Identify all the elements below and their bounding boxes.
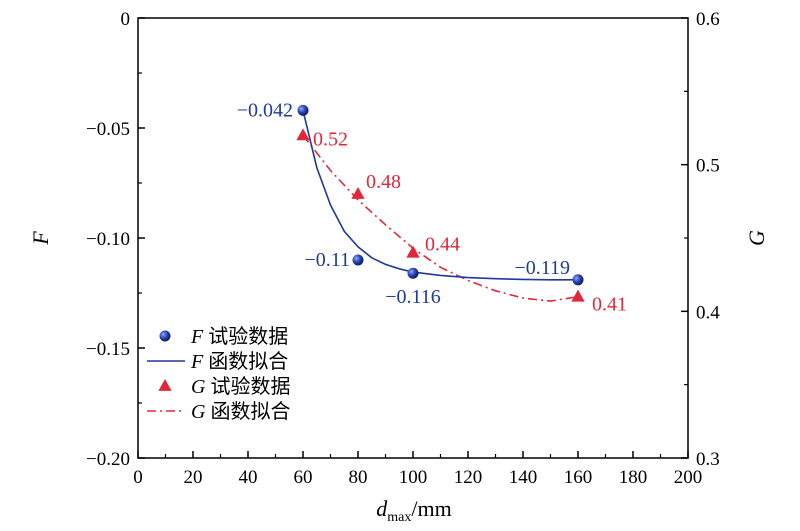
ticks: 0 20 40 60 80 100 120 140 160 180 200 0 −0.05 −0.10 −0… [86, 9, 720, 488]
g-data-point [296, 128, 310, 141]
y-right-tick-label: 0.3 [696, 449, 720, 470]
legend-entry-label: F 试验数据 [190, 325, 288, 348]
legend-entry-symbol: F [190, 326, 208, 348]
x-tick-label: 100 [399, 467, 428, 488]
y-left-tick-label: −0.10 [86, 229, 130, 250]
g-data-point [571, 289, 585, 302]
f-data-label: −0.116 [385, 286, 441, 308]
x-tick-label: 120 [454, 467, 483, 488]
f-data-point [407, 267, 419, 279]
y-left-tick-label: 0 [121, 9, 131, 30]
y-left-tick-label: −0.15 [86, 339, 130, 360]
x-tick-label: 160 [564, 467, 593, 488]
legend-entry-label: G 函数拟合 [191, 400, 290, 423]
legend-entry-text: 试验数据 [208, 325, 288, 348]
data-labels: −0.042 −0.11 −0.116 −0.119 0.52 0.48 0.44 0.41 [237, 99, 627, 315]
g-data-point [351, 187, 365, 199]
y-right-axis-title: G [744, 230, 769, 246]
legend-entry-text: 试验数据 [210, 375, 290, 398]
legend-g-marker [158, 379, 172, 391]
plot-area [296, 104, 585, 302]
legend-entry-label: G 试验数据 [191, 375, 290, 398]
g-data-label: 0.41 [592, 294, 627, 316]
g-data-point [406, 245, 420, 258]
f-data-point [352, 254, 364, 266]
f-data-label: −0.11 [304, 249, 350, 271]
f-data-label: −0.042 [237, 99, 293, 121]
legend-entry-symbol: G [191, 376, 210, 398]
y-right-tick-label: 0.6 [696, 9, 720, 30]
legend-f-marker [159, 330, 171, 342]
legend-entry-label: F 函数拟合 [190, 350, 288, 373]
x-axis-title-subscript: max [387, 510, 411, 525]
y-left-tick-label: −0.20 [86, 449, 130, 470]
x-tick-label: 40 [239, 467, 258, 488]
x-axis-title-unit: /mm [411, 496, 451, 521]
x-axis-title-main: d [376, 496, 388, 521]
g-data-label: 0.52 [313, 128, 348, 150]
f-fit-line [302, 110, 578, 281]
legend-entry-text: 函数拟合 [210, 400, 290, 423]
y-right-tick-label: 0.4 [696, 302, 720, 323]
legend-entry-text: 函数拟合 [208, 350, 288, 373]
x-tick-label: 0 [133, 467, 143, 488]
x-tick-label: 200 [674, 467, 703, 488]
legend-entry-symbol: G [191, 401, 210, 423]
g-data-label: 0.44 [425, 234, 460, 256]
y-right-tick-label: 0.5 [696, 156, 720, 177]
x-axis-title: dmax/mm [376, 496, 451, 525]
g-data-label: 0.48 [366, 171, 401, 193]
legend-entry-symbol: F [190, 351, 208, 373]
y-left-tick-label: −0.05 [86, 119, 130, 140]
g-fit-line [302, 134, 579, 302]
x-tick-label: 20 [184, 467, 203, 488]
f-data-point [572, 274, 584, 286]
y-left-axis-title: F [28, 231, 53, 246]
f-data-point [297, 104, 309, 116]
x-tick-label: 60 [294, 467, 313, 488]
x-tick-label: 80 [349, 467, 368, 488]
x-tick-label: 140 [509, 467, 538, 488]
f-data-label: −0.119 [514, 257, 570, 279]
x-tick-label: 180 [619, 467, 648, 488]
